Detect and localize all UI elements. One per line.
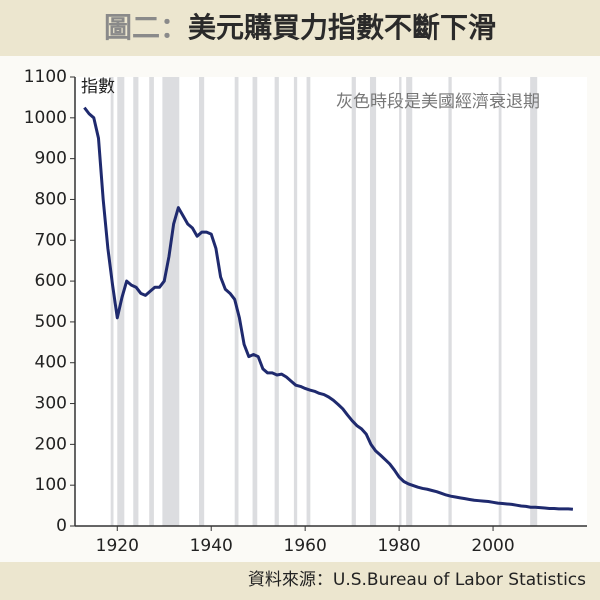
y-tick-label: 1100 [24, 67, 67, 87]
recession-band [448, 77, 452, 526]
x-tick-label: 1980 [377, 536, 420, 556]
recession-band [199, 77, 205, 526]
recession-band [369, 77, 377, 526]
recession-band [133, 77, 139, 526]
y-tick-label: 0 [56, 516, 67, 536]
line-series [83, 106, 574, 511]
recession-band [406, 77, 413, 526]
y-tick-label: 200 [35, 434, 67, 454]
source-band [0, 562, 600, 600]
recession-band [498, 77, 502, 526]
y-tick-label: 600 [35, 271, 67, 291]
y-tick-label: 400 [35, 353, 67, 373]
y-tick-label: 800 [35, 189, 67, 209]
y-axis-label: 指數 [81, 77, 115, 97]
recession-band [252, 77, 258, 526]
recession-band [293, 77, 298, 526]
recession-band [351, 77, 356, 526]
y-tick-label: 700 [35, 230, 67, 250]
y-tick-label: 1000 [24, 108, 67, 128]
recession-band [306, 77, 311, 526]
source: 資料來源：U.S.Bureau of Labor Statistics [248, 570, 586, 590]
y-tick-label: 900 [35, 149, 67, 169]
chart-title: 圖二：美元購買力指數不斷下滑 [104, 11, 496, 44]
x-tick-label: 1960 [284, 536, 327, 556]
title-band [0, 0, 600, 56]
recession-band [162, 77, 180, 526]
y-tick-label: 100 [35, 475, 67, 495]
recession-band [530, 77, 538, 526]
title-text: 美元購買力指數不斷下滑 [188, 11, 496, 44]
recession-band [399, 77, 402, 526]
y-tick-label: 300 [35, 394, 67, 414]
recession-band [274, 77, 279, 526]
x-tick-label: 1940 [190, 536, 233, 556]
plot-area [75, 77, 587, 526]
recession-band [149, 77, 154, 526]
annotation: 灰色時段是美國經濟衰退期 [336, 92, 540, 112]
title-label: 圖二： [104, 11, 188, 44]
y-tick-label: 500 [35, 312, 67, 332]
x-tick-label: 1920 [96, 536, 139, 556]
x-tick-label: 2000 [471, 536, 514, 556]
recession-band [110, 77, 114, 526]
